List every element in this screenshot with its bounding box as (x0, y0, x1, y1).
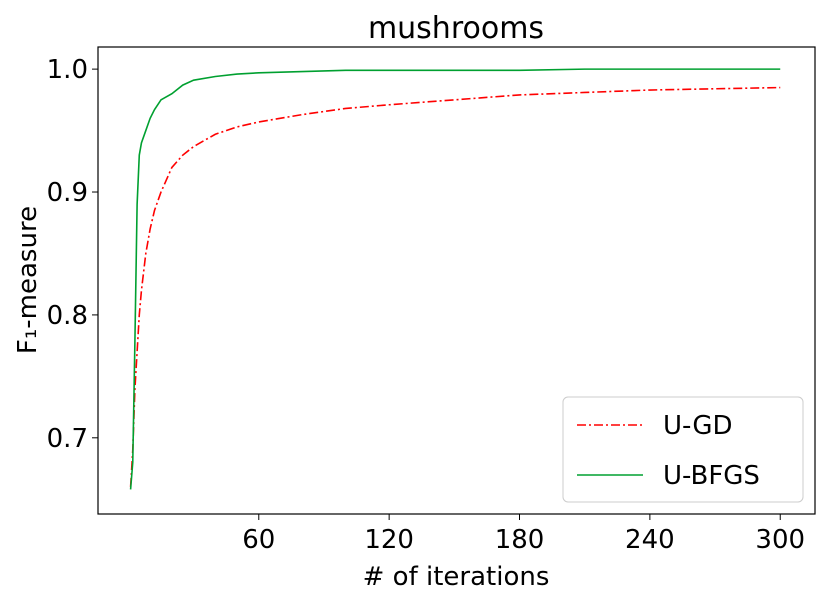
legend-label: U-GD (663, 411, 733, 441)
y-tick-label: 1.0 (47, 55, 88, 85)
plot-frame (97, 46, 816, 515)
x-tick-label: 120 (364, 525, 414, 555)
legend-label: U-BFGS (663, 461, 760, 491)
x-axis-label: # of iterations (363, 562, 550, 592)
y-tick-label: 0.8 (47, 301, 88, 331)
series-line (129, 68, 781, 490)
x-tick-label: 180 (495, 525, 545, 555)
y-tick-label: 0.7 (47, 424, 88, 454)
y-axis-label: F₁-measure (13, 206, 43, 354)
series-line (129, 86, 781, 488)
x-tick-label: 60 (242, 525, 275, 555)
chart-title: mushrooms (368, 11, 544, 46)
x-tick-label: 300 (755, 525, 805, 555)
x-tick-label: 240 (625, 525, 675, 555)
y-tick-label: 0.9 (47, 178, 88, 208)
